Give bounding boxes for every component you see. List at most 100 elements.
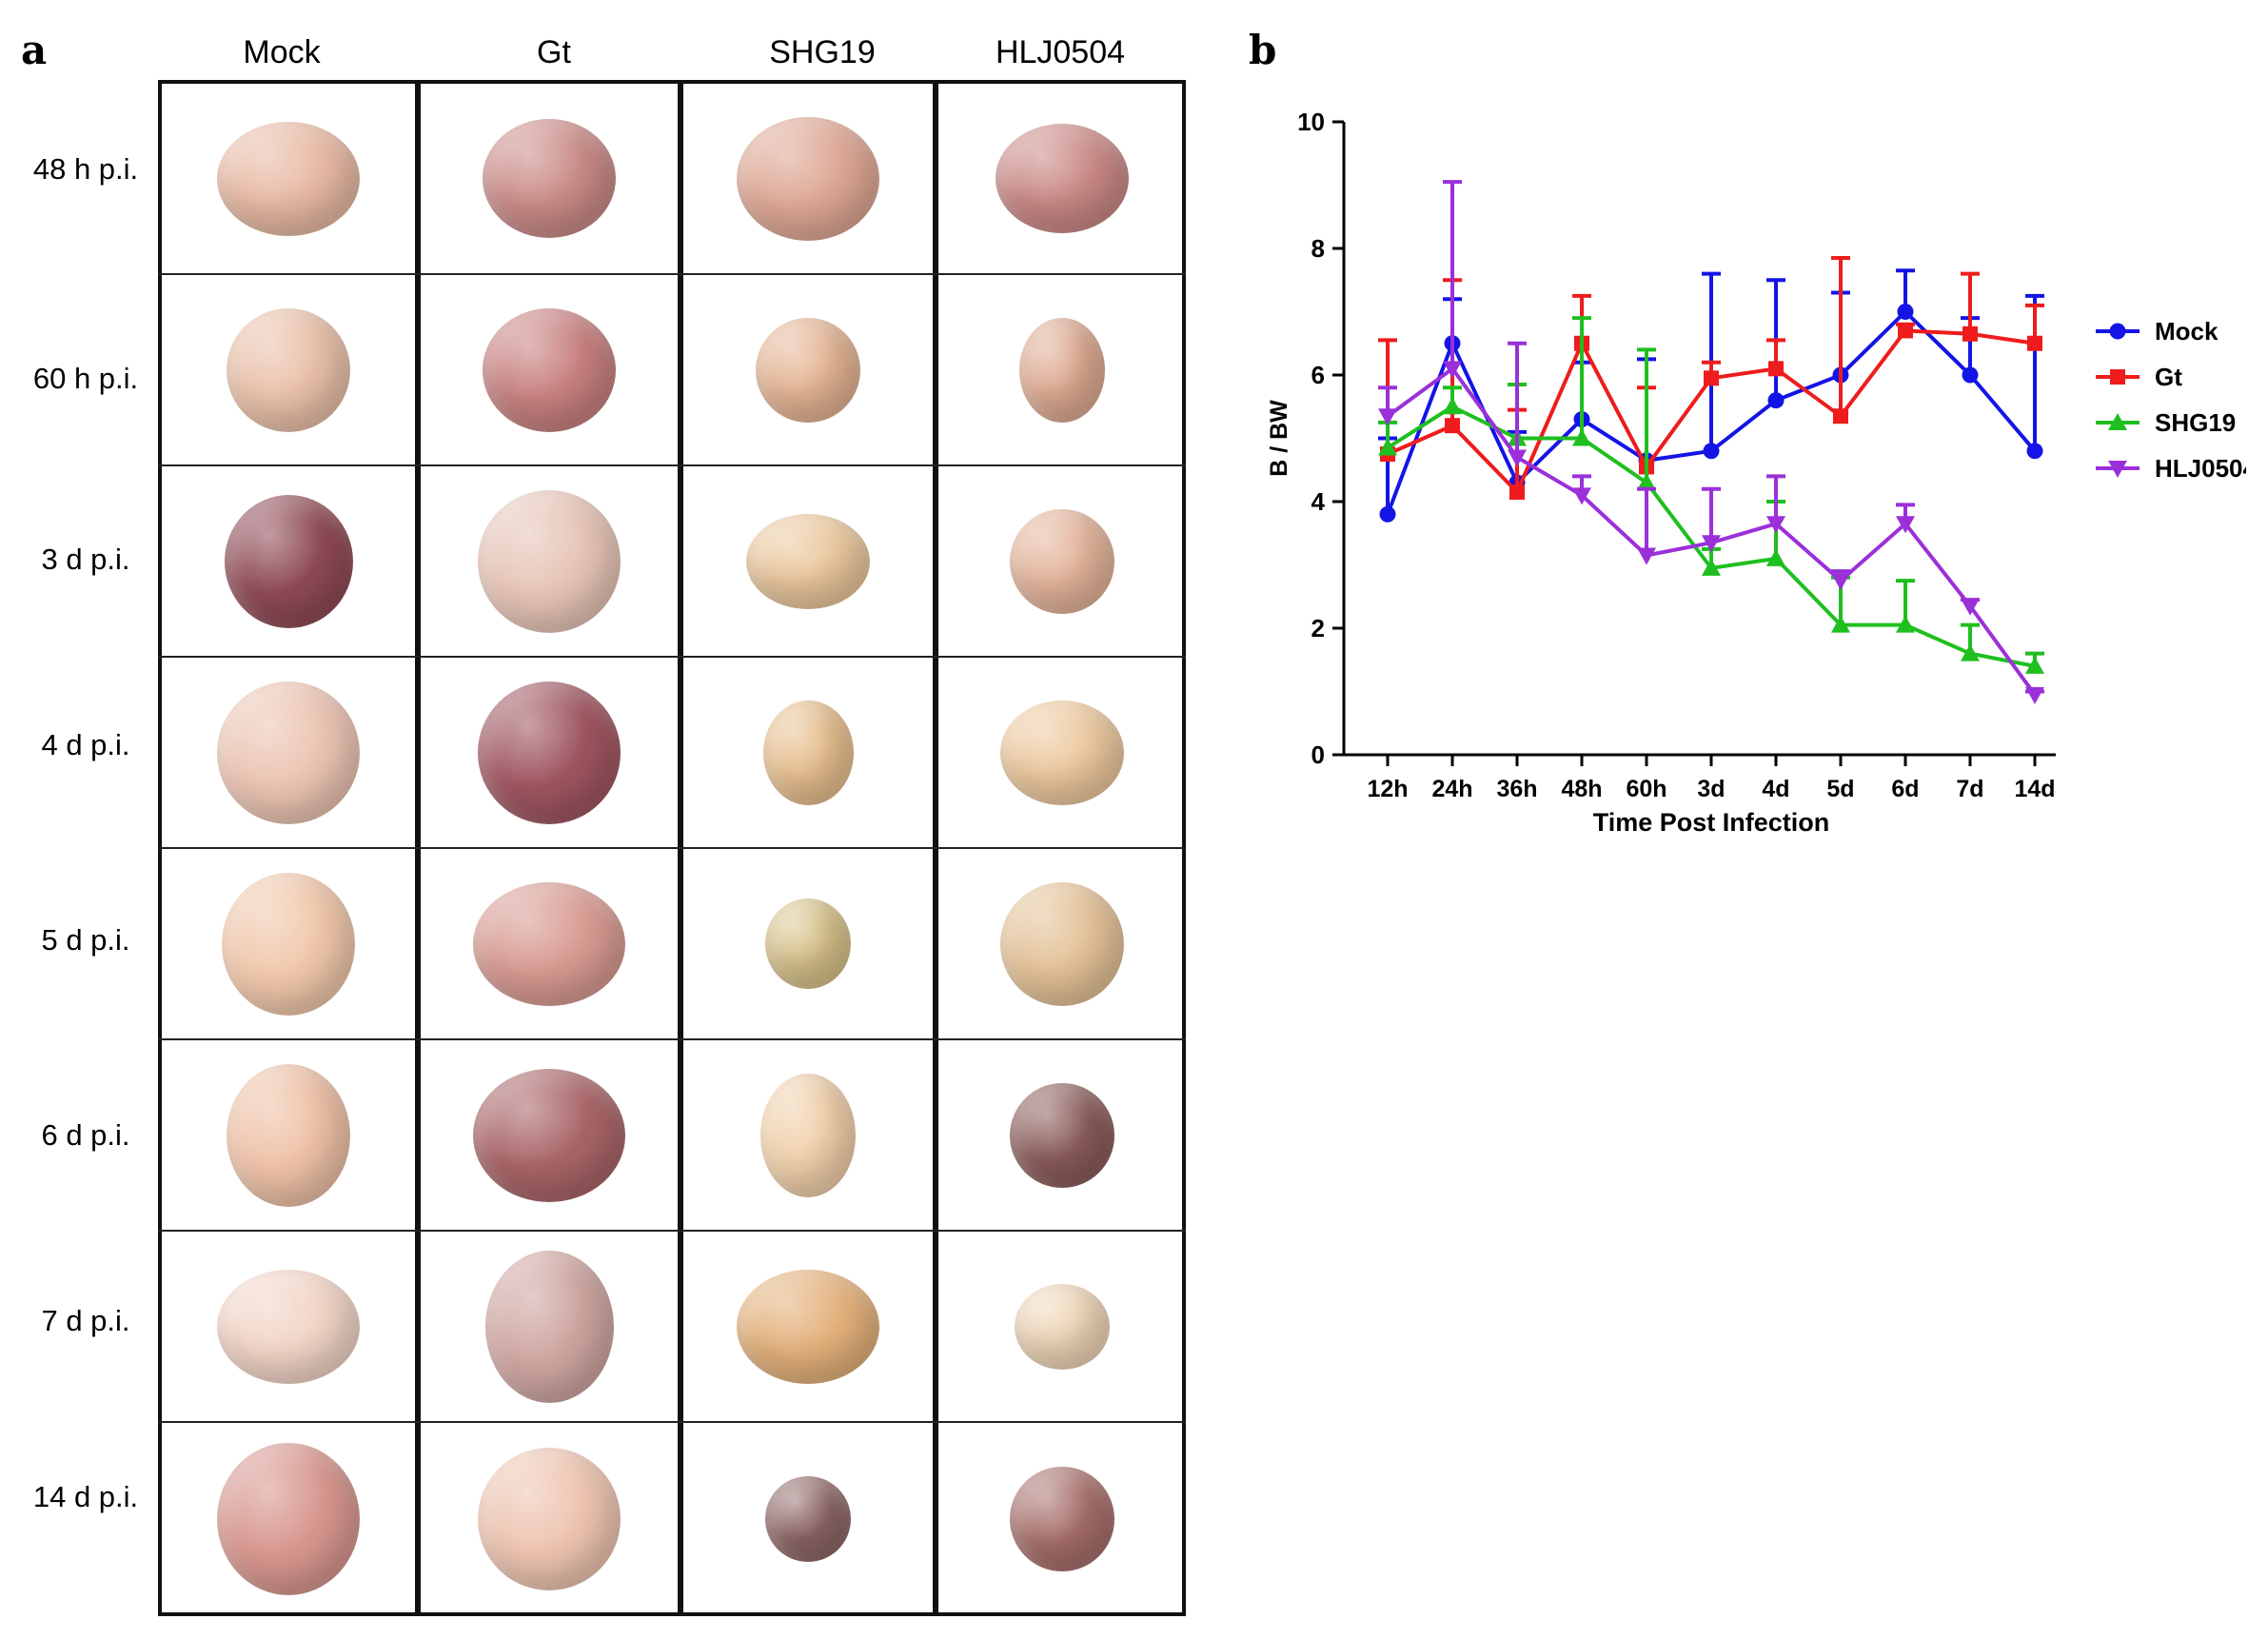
row-label: 48 h p.i. (32, 152, 139, 186)
data-point (2026, 443, 2043, 460)
chart-legend: Mock Gt SHG19 HLJ0504 (2096, 317, 2246, 483)
organ-photo-cell (423, 851, 676, 1037)
legend-label: SHG19 (2155, 408, 2236, 437)
bursa-organ-image (473, 881, 625, 1006)
data-point (1379, 505, 1396, 523)
organ-photo-cell (423, 1425, 676, 1612)
bursa-organ-image (473, 1068, 625, 1202)
data-point (1443, 397, 1462, 415)
data-point (1378, 408, 1397, 426)
bursa-weight-chart: 0 2 4 6 8 10 12h 24h 36h 48h 60h 3d 4d 5d 6d 7d 14d Time … (1266, 108, 2246, 837)
x-tick-label: 5d (1826, 776, 1854, 802)
column-header-hlj0504: HLJ0504 (995, 34, 1126, 70)
row-label: 14 d p.i. (32, 1480, 139, 1513)
column-header-gt: Gt (537, 34, 571, 70)
legend-item: HLJ0504 (2096, 454, 2246, 483)
organ-photo-cell (164, 277, 413, 463)
bursa-organ-image (1000, 700, 1124, 805)
bursa-organ-image (1010, 1466, 1114, 1571)
data-point (1702, 535, 1721, 553)
organ-photo-cell (940, 660, 1184, 845)
organ-photo-cell (423, 660, 676, 845)
data-point (1443, 361, 1462, 379)
bursa-organ-image (478, 489, 621, 633)
data-point (1768, 361, 1784, 377)
data-point (1898, 323, 1913, 339)
legend-marker (2110, 369, 2125, 385)
series-hlj0504 (1378, 180, 2044, 704)
bursa-organ-image (222, 872, 355, 1016)
data-point (1896, 615, 1915, 633)
bursa-organ-image (217, 1269, 360, 1384)
organ-photo-cell (423, 1234, 676, 1419)
x-tick-label: 14d (2014, 776, 2055, 802)
data-point (1962, 366, 1979, 384)
data-point (1445, 418, 1460, 434)
organ-photo-cell (164, 1234, 413, 1419)
data-point (1831, 615, 1850, 633)
organ-photo-cell (164, 660, 413, 845)
x-tick-label: 12h (1367, 776, 1408, 802)
data-point (1572, 428, 1591, 446)
grid-row-divider (158, 1421, 1186, 1423)
organ-photo-cell (164, 1425, 413, 1612)
organ-photo-cell (423, 277, 676, 463)
organ-photo-cell (685, 277, 931, 463)
row-label: 4 d p.i. (41, 728, 130, 761)
legend-label: HLJ0504 (2155, 454, 2246, 483)
organ-photo-cell (685, 1042, 931, 1228)
legend-item: Mock (2096, 317, 2219, 346)
data-point (1572, 487, 1591, 505)
row-label: 7 d p.i. (41, 1304, 130, 1337)
data-point (1509, 484, 1525, 501)
data-point (2025, 686, 2044, 704)
bursa-organ-image (483, 307, 616, 432)
organ-photo-cell (685, 660, 931, 845)
bursa-organ-image (227, 307, 350, 432)
bursa-organ-image (483, 119, 616, 238)
legend-marker (2109, 323, 2126, 340)
data-point (1961, 598, 1980, 616)
bursa-organ-image (737, 116, 879, 241)
organ-photo-cell (164, 851, 413, 1037)
y-axis-title: B / BW (1266, 400, 1292, 477)
y-tick-label: 4 (1311, 487, 1326, 516)
data-point (1702, 558, 1721, 576)
bursa-organ-image (217, 1442, 360, 1595)
data-point (1766, 516, 1785, 534)
data-point (2027, 335, 2042, 351)
organ-photo-cell (940, 277, 1184, 463)
data-point (1831, 573, 1850, 591)
organ-photo-cell (685, 468, 931, 654)
y-tick-label: 8 (1311, 234, 1325, 263)
organ-photo-cell (164, 468, 413, 654)
x-tick-label: 60h (1626, 776, 1666, 802)
organ-photo-cell (940, 1425, 1184, 1612)
x-axis-title: Time Post Infection (1593, 808, 1830, 837)
x-tick-label: 3d (1697, 776, 1725, 802)
row-label: 60 h p.i. (32, 362, 139, 395)
data-point (1637, 547, 1656, 565)
data-point (1703, 443, 1720, 460)
bursa-organ-image (1019, 317, 1105, 423)
panel-a-label: a (21, 27, 48, 73)
organ-photo-cell (685, 86, 931, 271)
data-point (1767, 392, 1785, 409)
grid-row-divider (158, 464, 1186, 466)
organ-photo-cell (423, 468, 676, 654)
data-point (1896, 516, 1915, 534)
chart-series-layer (1378, 180, 2044, 704)
data-point (1897, 304, 1914, 320)
bursa-organ-image (765, 898, 851, 989)
bursa-organ-image (217, 681, 360, 824)
data-point (1378, 438, 1397, 456)
bursa-organ-image (996, 124, 1129, 233)
y-tick-label: 6 (1311, 361, 1325, 389)
series-mock (1378, 268, 2044, 523)
legend-marker (2108, 461, 2127, 478)
column-header-shg19: SHG19 (769, 34, 876, 70)
x-tick-label: 7d (1956, 776, 1983, 802)
grid-row-divider (158, 1038, 1186, 1040)
organ-photo-cell (940, 1234, 1184, 1419)
organ-photo-cell (940, 1042, 1184, 1228)
